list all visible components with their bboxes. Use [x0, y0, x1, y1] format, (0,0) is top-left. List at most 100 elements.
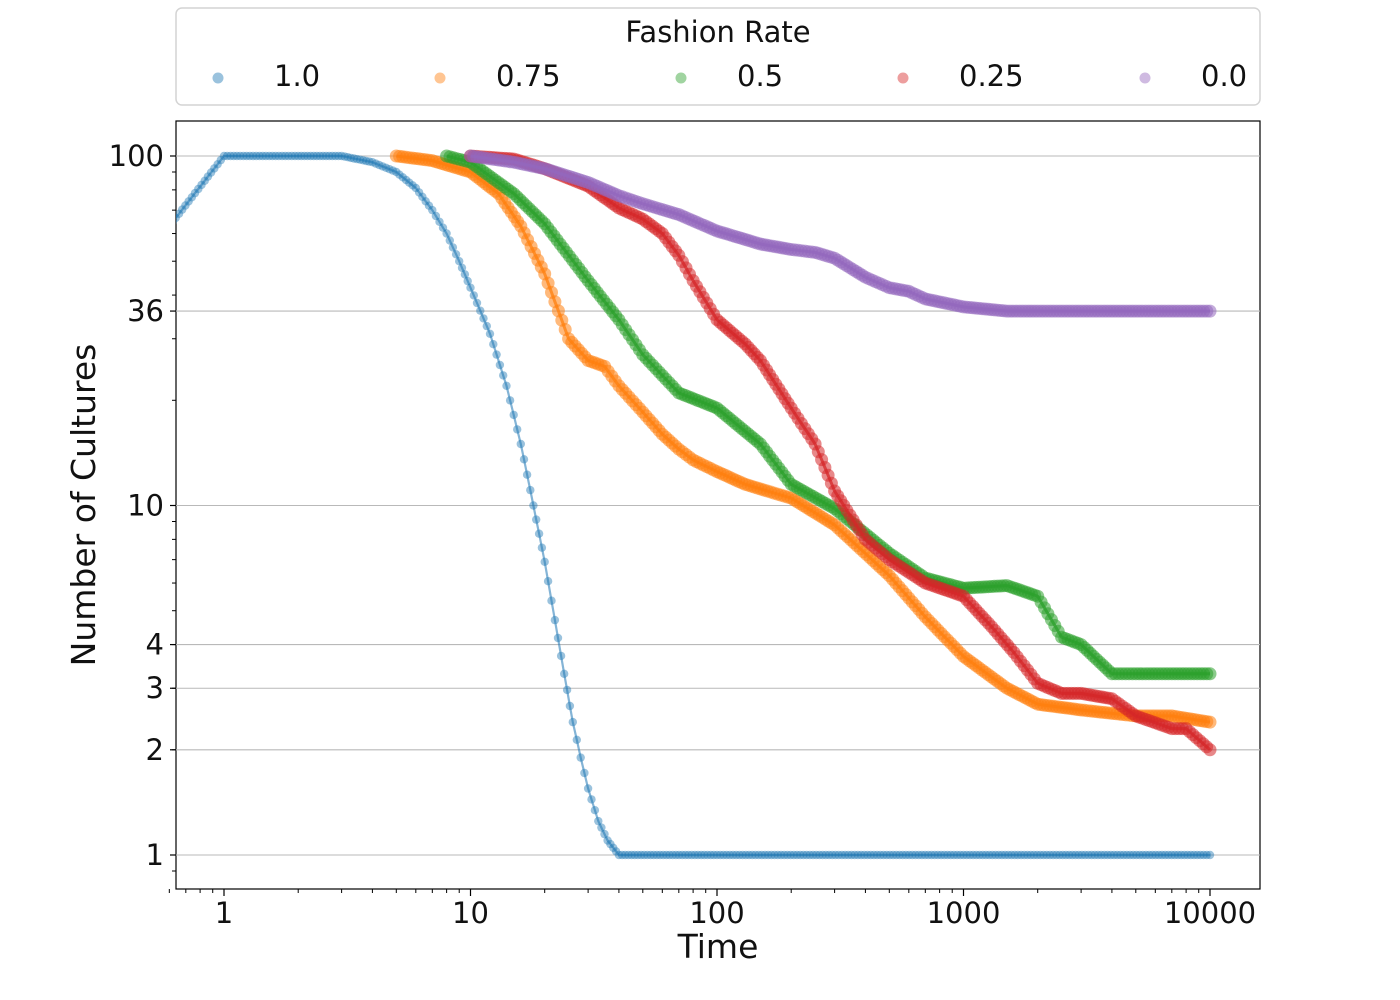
data-point — [597, 823, 606, 832]
data-point — [636, 850, 646, 860]
data-point — [435, 217, 444, 226]
data-point — [1113, 850, 1122, 860]
data-point — [1119, 850, 1128, 860]
data-point — [334, 151, 343, 161]
data-point — [735, 850, 744, 860]
data-point — [764, 850, 773, 860]
legend-box — [175, 7, 1261, 106]
data-point — [505, 396, 515, 405]
data-point — [844, 850, 853, 860]
data-point — [659, 850, 668, 860]
data-point — [398, 173, 407, 182]
data-point — [590, 806, 600, 815]
data-point — [914, 850, 923, 860]
data-point — [920, 850, 930, 860]
data-point — [216, 155, 225, 165]
data-point — [368, 158, 377, 167]
legend-marker — [1139, 72, 1151, 84]
data-point — [1189, 850, 1199, 860]
data-point — [1055, 850, 1064, 860]
data-point — [911, 850, 920, 860]
data-point — [812, 850, 821, 860]
data-point — [312, 151, 321, 161]
data-point — [206, 168, 216, 177]
data-point — [355, 155, 365, 164]
data-point — [1077, 850, 1087, 860]
data-point — [318, 151, 328, 161]
data-point — [943, 850, 952, 860]
y-tick-label: 100 — [109, 139, 164, 173]
data-point — [492, 350, 501, 359]
data-point — [719, 850, 728, 860]
data-point — [643, 850, 652, 860]
data-point — [343, 153, 352, 162]
data-point — [219, 151, 229, 161]
data-point — [840, 850, 850, 860]
data-point — [1087, 850, 1096, 860]
data-point — [190, 188, 200, 198]
data-point — [245, 151, 254, 161]
series-line — [176, 154, 1210, 857]
data-point — [716, 850, 725, 860]
data-point — [274, 151, 283, 161]
data-point — [1016, 850, 1026, 860]
data-point — [375, 160, 384, 170]
data-point — [411, 183, 420, 193]
series-0-75 — [389, 149, 1217, 729]
data-point — [408, 181, 417, 190]
data-point — [495, 360, 505, 370]
data-point — [550, 615, 560, 625]
data-point — [994, 850, 1003, 860]
data-point — [359, 156, 368, 165]
data-point — [988, 850, 997, 860]
y-tick-label: 36 — [127, 294, 164, 328]
data-point — [609, 843, 618, 852]
data-point — [1103, 850, 1112, 860]
data-point — [235, 151, 245, 161]
data-point — [831, 850, 840, 860]
data-point — [821, 850, 830, 860]
data-point — [1023, 850, 1032, 860]
legend-marker — [897, 72, 909, 84]
data-point — [526, 485, 535, 495]
data-point — [662, 850, 671, 860]
data-point — [678, 850, 687, 860]
data-point — [1036, 850, 1045, 860]
data-point — [930, 850, 939, 860]
data-point — [949, 850, 959, 860]
data-point — [690, 850, 700, 860]
data-point — [1186, 850, 1196, 860]
data-point — [624, 850, 633, 860]
data-point — [1173, 850, 1183, 860]
data-point — [606, 839, 615, 849]
data-point — [904, 850, 914, 860]
data-point — [668, 850, 677, 860]
data-point — [401, 175, 411, 185]
data-point — [362, 156, 371, 166]
data-point — [392, 167, 401, 177]
data-point — [927, 850, 936, 860]
data-point — [1177, 850, 1186, 860]
data-point — [502, 381, 511, 390]
data-point — [1203, 667, 1217, 681]
data-point — [1052, 850, 1061, 860]
data-point — [460, 270, 470, 279]
data-point — [325, 151, 334, 161]
data-point — [1116, 850, 1125, 860]
data-point — [184, 197, 193, 206]
data-point — [1132, 850, 1141, 860]
data-point — [799, 850, 808, 860]
data-point — [576, 753, 585, 762]
series-layer — [176, 149, 1217, 860]
data-point — [725, 850, 734, 860]
data-point — [815, 850, 824, 860]
legend-entry: 0.75 — [496, 59, 561, 93]
legend-entry: 1.0 — [274, 59, 320, 93]
data-point — [693, 850, 703, 860]
data-point — [210, 164, 219, 173]
data-point — [431, 211, 441, 221]
minor-ticks — [168, 171, 1200, 893]
y-tick-label: 2 — [146, 733, 164, 767]
data-point — [1205, 850, 1215, 860]
data-point — [712, 850, 722, 860]
